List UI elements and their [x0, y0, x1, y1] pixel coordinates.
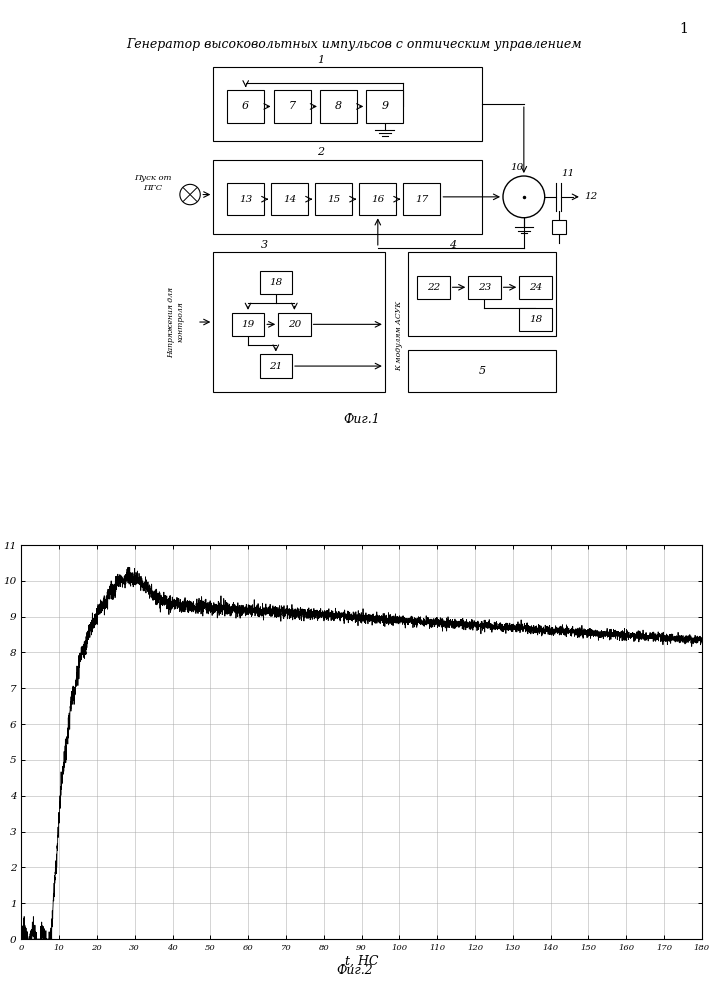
Text: 8: 8 — [335, 102, 342, 112]
X-axis label: t, НС: t, НС — [345, 955, 379, 968]
Text: Генератор высоковольтных импульсов с оптическим управлением: Генератор высоковольтных импульсов с опт… — [127, 38, 582, 51]
Bar — [468, 276, 501, 299]
Text: 12: 12 — [584, 193, 598, 202]
Text: 4: 4 — [449, 240, 456, 250]
Text: 1: 1 — [317, 55, 324, 65]
Bar — [278, 313, 311, 336]
Text: 6: 6 — [242, 102, 250, 112]
Bar — [274, 90, 311, 123]
Text: 2: 2 — [317, 148, 324, 158]
Bar — [552, 220, 566, 234]
Bar — [232, 313, 264, 336]
Text: 18: 18 — [269, 278, 282, 287]
Bar — [316, 183, 352, 216]
Text: Напряжения для
контроля: Напряжения для контроля — [167, 287, 185, 358]
Text: 17: 17 — [415, 195, 428, 204]
Bar — [271, 183, 308, 216]
Text: 10: 10 — [510, 163, 523, 172]
Bar — [227, 183, 264, 216]
Text: Фиг.1: Фиг.1 — [343, 413, 380, 426]
Text: Фиг.2: Фиг.2 — [336, 964, 373, 977]
Text: 19: 19 — [241, 320, 255, 329]
Bar — [519, 308, 552, 332]
Bar — [213, 253, 385, 392]
Bar — [320, 90, 357, 123]
Bar — [259, 355, 292, 378]
Text: 18: 18 — [529, 316, 542, 325]
Text: 23: 23 — [478, 283, 491, 292]
Text: 11: 11 — [562, 169, 574, 178]
Text: 16: 16 — [372, 195, 384, 204]
Circle shape — [180, 185, 200, 205]
Text: 9: 9 — [381, 102, 389, 112]
Bar — [359, 183, 396, 216]
Bar — [417, 276, 450, 299]
Circle shape — [503, 176, 545, 218]
Text: 3: 3 — [261, 240, 268, 250]
Bar — [408, 350, 557, 392]
Text: 21: 21 — [269, 362, 282, 371]
Bar — [227, 90, 264, 123]
Text: 13: 13 — [239, 195, 252, 204]
Bar — [213, 160, 482, 234]
Bar — [213, 67, 482, 141]
Bar — [367, 90, 403, 123]
Bar — [403, 183, 440, 216]
Text: Пуск от
ПГС: Пуск от ПГС — [134, 175, 172, 192]
Text: 1: 1 — [679, 22, 688, 36]
Text: К модулям АСУК: К модулям АСУК — [395, 301, 403, 371]
Bar — [408, 253, 557, 336]
Text: 22: 22 — [427, 283, 440, 292]
Text: 7: 7 — [289, 102, 296, 112]
Bar — [259, 271, 292, 295]
Text: 20: 20 — [288, 320, 301, 329]
Bar — [519, 276, 552, 299]
Text: 15: 15 — [327, 195, 340, 204]
Text: 5: 5 — [479, 366, 486, 376]
Text: 24: 24 — [529, 283, 542, 292]
Text: 14: 14 — [283, 195, 296, 204]
